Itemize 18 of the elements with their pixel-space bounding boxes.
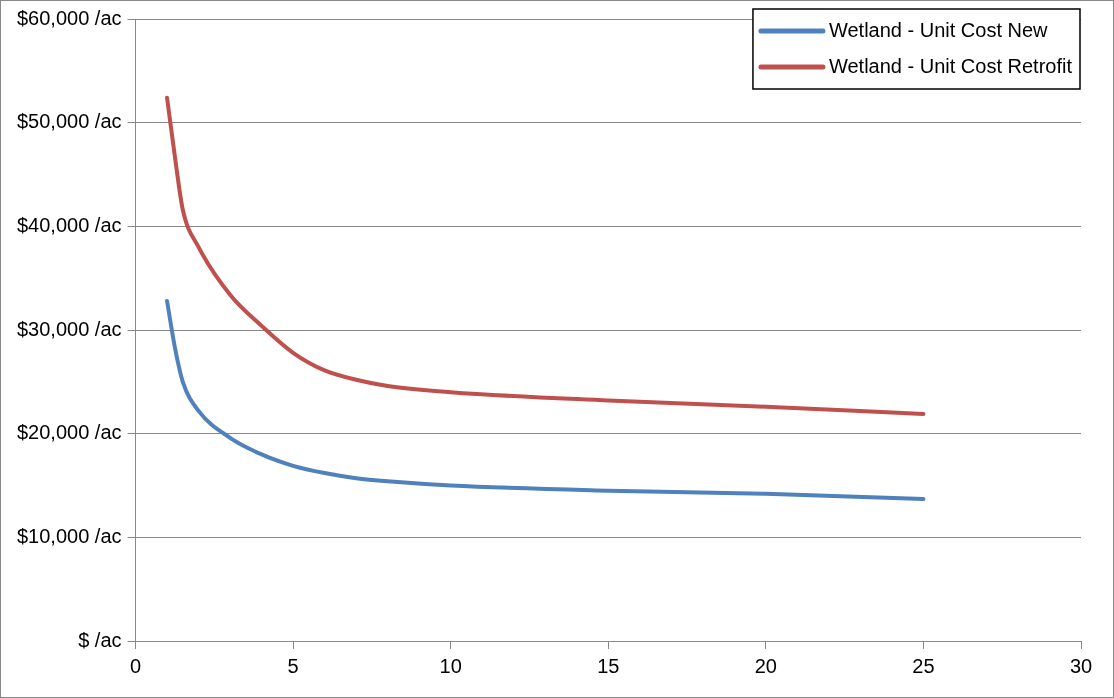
x-tick-label: 10 bbox=[439, 654, 462, 677]
x-tick-label: 30 bbox=[1069, 654, 1093, 677]
x-tick-label: 15 bbox=[597, 654, 620, 677]
line-series bbox=[165, 95, 926, 416]
y-tick-label: $50,000 /ac bbox=[17, 110, 122, 133]
legend-label: Wetland - Unit Cost Retrofit bbox=[828, 54, 1073, 77]
y-tick-label: $20,000 /ac bbox=[17, 421, 122, 444]
x-tick-label: 0 bbox=[129, 654, 142, 677]
legend-label: Wetland - Unit Cost New bbox=[828, 18, 1049, 41]
y-tick-label: $60,000 /ac bbox=[17, 6, 122, 29]
y-tick-label: $10,000 /ac bbox=[17, 524, 122, 547]
y-tick-label: $30,000 /ac bbox=[17, 317, 122, 340]
y-tick-label: $ /ac bbox=[78, 628, 122, 651]
x-tick-label: 5 bbox=[287, 654, 299, 677]
line-series bbox=[165, 298, 926, 501]
x-tick-label: 25 bbox=[912, 654, 935, 677]
x-tick-label: 20 bbox=[754, 654, 777, 677]
y-tick-label: $40,000 /ac bbox=[17, 213, 122, 236]
